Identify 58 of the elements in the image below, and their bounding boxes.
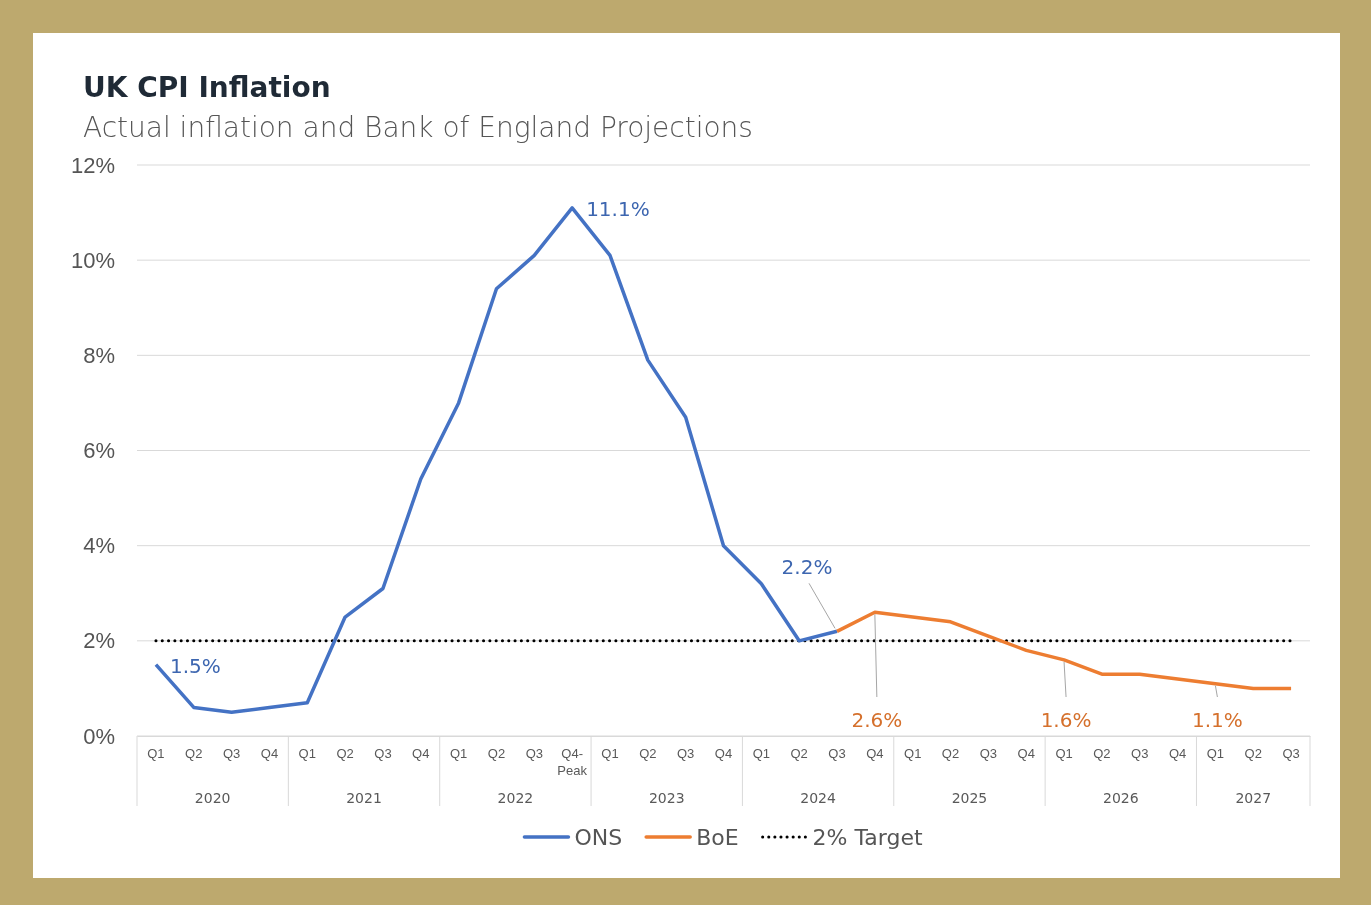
- x-tick-label: Q3: [525, 746, 543, 761]
- x-tick-label: Q3: [979, 746, 998, 761]
- x-tick-label: Q1: [1055, 746, 1073, 761]
- text: 2020: [194, 790, 231, 806]
- x-tick-label: Q1: [904, 746, 922, 761]
- x-tick-label: Q3: [1131, 746, 1149, 761]
- text: 2025: [951, 790, 988, 806]
- line-series: [835, 610, 1293, 691]
- x-tick-label: Q4: [866, 746, 884, 761]
- y-tick-label: 6%: [83, 438, 115, 464]
- x-tick-label: Q4: [260, 746, 279, 761]
- data-label: 11.1%: [586, 196, 650, 221]
- x-tick-label: Q4- Peak: [557, 746, 588, 778]
- x-tick-label: Q3: [1282, 746, 1300, 761]
- x-tick-label: Q4: [1168, 746, 1187, 761]
- x-tick-label: Q3: [676, 746, 695, 761]
- text: 2021: [346, 790, 382, 806]
- y-tick-label: 10%: [70, 247, 115, 273]
- x-tick-label: Q4: [714, 746, 733, 761]
- data-label: 2.6%: [851, 708, 903, 732]
- legend-label: BoE: [696, 825, 739, 850]
- x-tick-label: Q3: [374, 746, 392, 761]
- legend-label: ONS: [574, 825, 623, 850]
- y-tick-label: 12%: [70, 152, 115, 178]
- data-label: 1.1%: [1192, 708, 1243, 732]
- text: 2024: [800, 790, 836, 806]
- x-tick-label: Q3: [828, 746, 846, 761]
- x-tick-label: Q1: [147, 746, 165, 761]
- chart-title: UK CPI Inflation: [83, 71, 331, 104]
- x-tick-label: Q4: [1017, 746, 1035, 761]
- x-tick-label: Q1: [1206, 746, 1225, 761]
- x-tick-label: Q2: [487, 746, 506, 761]
- x-tick-label: Q2: [185, 746, 203, 761]
- x-tick-label: Q1: [601, 746, 619, 761]
- x-tick-label: Q2: [336, 746, 354, 761]
- x-tick-label: Q2: [1093, 746, 1111, 761]
- data-label: 1.5%: [169, 653, 221, 678]
- x-tick-label: Q3: [222, 746, 241, 761]
- y-tick-label: 4%: [83, 533, 115, 559]
- x-tick-label: Q1: [449, 746, 468, 761]
- x-tick-label: Q2: [639, 746, 657, 761]
- x-tick-label: Q1: [752, 746, 771, 761]
- x-tick-label: Q1: [298, 746, 316, 761]
- x-tick-label: Q2: [790, 746, 808, 761]
- legend-label: 2% Target: [812, 825, 923, 850]
- y-tick-label: 0%: [83, 723, 115, 749]
- chart-subtitle: Actual inflation and Bank of England Projections: [83, 111, 753, 144]
- text: 2022: [497, 790, 534, 806]
- data-label: 1.6%: [1040, 708, 1092, 732]
- y-tick-label: 2%: [83, 628, 115, 654]
- x-tick-label: Q4: [412, 746, 430, 761]
- text: 2026: [1102, 790, 1139, 806]
- text: 2027: [1235, 790, 1272, 806]
- y-tick-label: 8%: [83, 342, 115, 368]
- text: 2023: [648, 790, 685, 806]
- x-tick-label: Q2: [1244, 746, 1262, 761]
- x-tick-label: Q2: [941, 746, 960, 761]
- data-label: 2.2%: [781, 555, 833, 580]
